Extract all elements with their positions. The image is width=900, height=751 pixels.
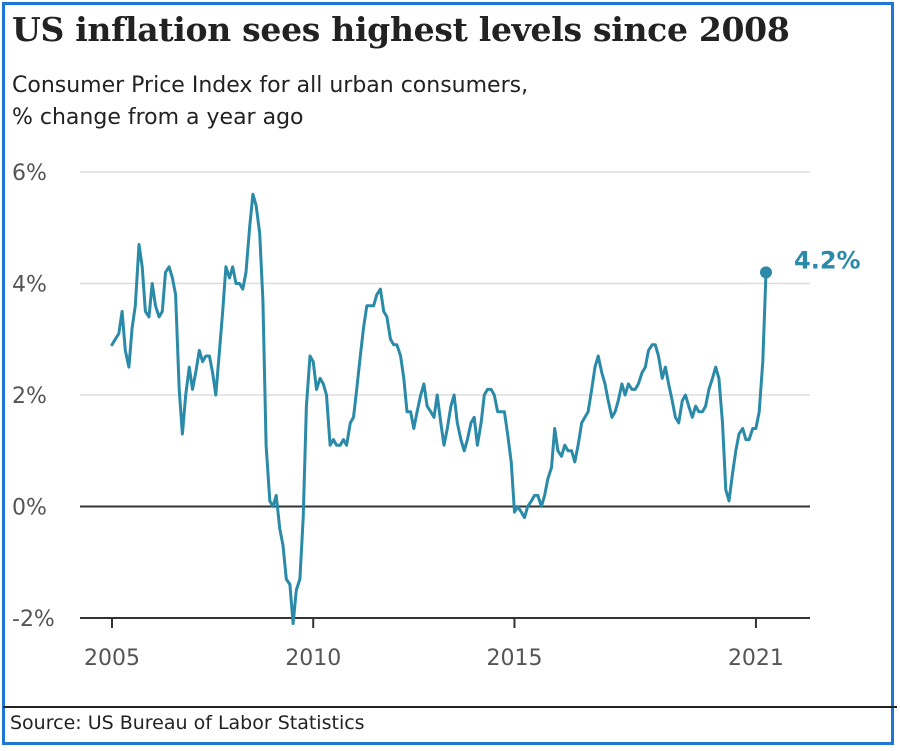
source-note: Source: US Bureau of Labor Statistics <box>10 712 365 734</box>
y-tick-label: -2% <box>12 607 55 632</box>
y-tick-label: 6% <box>12 161 47 186</box>
x-tick-label: 2005 <box>84 646 140 671</box>
chart-subtitle: Consumer Price Index for all urban consu… <box>12 70 528 134</box>
end-value-label: 4.2% <box>794 246 861 274</box>
x-tick-label: 2015 <box>486 646 542 671</box>
chart-title: US inflation sees highest levels since 2… <box>12 10 790 49</box>
source-divider <box>3 706 897 708</box>
x-tick-label: 2021 <box>728 646 784 671</box>
y-tick-label: 0% <box>12 496 47 521</box>
end-point-marker <box>760 266 772 279</box>
cpi-series-line <box>110 192 768 626</box>
y-tick-label: 4% <box>12 273 47 298</box>
chart-subtitle-line-2: % change from a year ago <box>12 105 304 130</box>
chart-subtitle-line-1: Consumer Price Index for all urban consu… <box>12 73 529 98</box>
x-tick-label: 2010 <box>285 646 341 671</box>
y-tick-label: 2% <box>12 384 47 409</box>
